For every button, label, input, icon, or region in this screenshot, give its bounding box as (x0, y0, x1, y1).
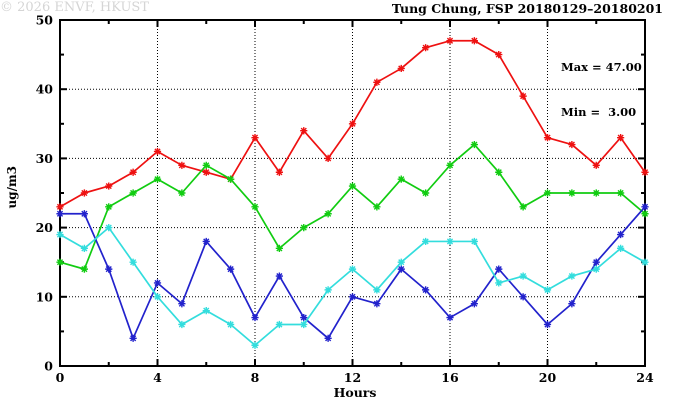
max-min-stats: Max = 47.00 Min = 3.00 (561, 30, 642, 150)
y-tick-label-50: 50 (36, 13, 54, 28)
chart-title: Tung Chung, FSP 20180129–20180201 (391, 1, 663, 16)
x-tick-label-12: 12 (344, 370, 361, 385)
x-tick-label-16: 16 (441, 370, 459, 385)
y-tick-label-40: 40 (36, 82, 54, 97)
x-tick-label-8: 8 (251, 370, 260, 385)
watermark: © 2026 ENVF, HKUST (0, 0, 149, 15)
x-tick-label-4: 4 (153, 370, 162, 385)
x-tick-label-0: 0 (56, 370, 65, 385)
x-tick-label-20: 20 (539, 370, 557, 385)
y-tick-label-20: 20 (36, 220, 54, 235)
series-blue-markers (56, 203, 649, 342)
y-tick-label-0: 0 (44, 359, 53, 374)
x-axis-title: Hours (333, 385, 377, 400)
y-tick-label-10: 10 (36, 289, 54, 304)
series-cyan-markers (56, 224, 649, 349)
series-green-markers (56, 140, 649, 273)
y-tick-label-30: 30 (36, 151, 54, 166)
x-tick-label-24: 24 (636, 370, 654, 385)
max-stat: Max = 47.00 (561, 60, 642, 74)
min-stat: Min = 3.00 (561, 105, 637, 119)
series-red-markers (56, 37, 649, 211)
